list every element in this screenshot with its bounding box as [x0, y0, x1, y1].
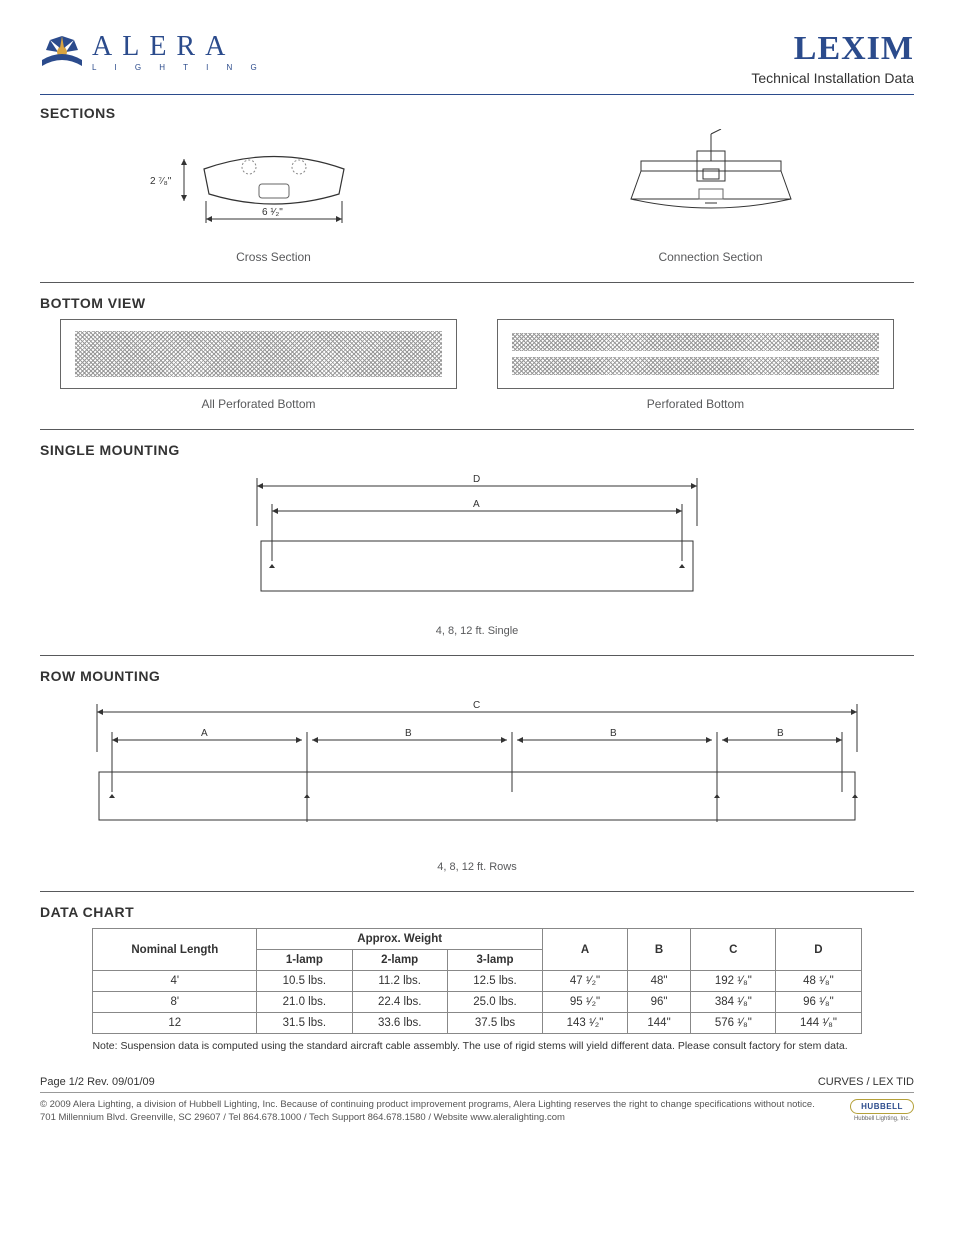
table-cell: 576 ¹⁄₈" [691, 1013, 776, 1034]
table-cell: 10.5 lbs. [257, 971, 352, 992]
row-mounting-heading: ROW MOUNTING [40, 668, 914, 684]
table-cell: 31.5 lbs. [257, 1013, 352, 1034]
divider [40, 1092, 914, 1093]
perforation-pattern [75, 331, 442, 377]
table-cell: 4' [93, 971, 257, 992]
doc-subtitle: Technical Installation Data [751, 70, 914, 86]
sunburst-icon [40, 30, 84, 74]
bottom-view-figures: All Perforated Bottom Perforated Bottom [60, 319, 894, 411]
doc-title-block: LEXIM Technical Installation Data [751, 30, 914, 86]
table-cell: 143 ¹⁄₂" [543, 1013, 628, 1034]
table-cell: 12.5 lbs. [447, 971, 542, 992]
table-cell: 384 ¹⁄₈" [691, 992, 776, 1013]
footer-bottom: © 2009 Alera Lighting, a division of Hub… [40, 1099, 914, 1125]
table-cell: 96" [627, 992, 690, 1013]
page-header: ALERA L I G H T I N G LEXIM Technical In… [40, 30, 914, 95]
table-cell: 21.0 lbs. [257, 992, 352, 1013]
perf-caption: Perforated Bottom [497, 397, 894, 411]
page-rev: Page 1/2 Rev. 09/01/09 [40, 1076, 155, 1088]
divider [40, 282, 914, 283]
cross-width-label: 6 ¹⁄₂" [262, 207, 283, 218]
table-cell: 48" [627, 971, 690, 992]
brand-logo: ALERA L I G H T I N G [40, 30, 265, 74]
table-cell: 96 ¹⁄₈" [776, 992, 861, 1013]
single-mounting-figure: D A 4, 8, 12 ft. Single [40, 466, 914, 637]
all-perforated-box [60, 319, 457, 389]
table-row: 8'21.0 lbs.22.4 lbs.25.0 lbs.95 ¹⁄₂"96"3… [93, 992, 861, 1013]
col-1lamp: 1-lamp [257, 950, 352, 971]
table-cell: 33.6 lbs. [352, 1013, 447, 1034]
perforation-pattern [512, 333, 879, 351]
data-chart-table: Nominal Length Approx. Weight A B C D 1-… [92, 928, 861, 1034]
table-cell: 95 ¹⁄₂" [543, 992, 628, 1013]
dim-c-label: C [473, 700, 480, 711]
sections-figures: 2 ⁷⁄₈" 6 ¹⁄₂" Cross Section Connection S… [40, 129, 914, 264]
single-mounting-heading: SINGLE MOUNTING [40, 442, 914, 458]
all-perf-caption: All Perforated Bottom [60, 397, 457, 411]
col-2lamp: 2-lamp [352, 950, 447, 971]
col-nominal: Nominal Length [93, 929, 257, 971]
dim-d-label: D [473, 474, 480, 485]
connection-section-figure: Connection Section [611, 129, 811, 264]
table-cell: 144" [627, 1013, 690, 1034]
bottom-view-heading: BOTTOM VIEW [40, 295, 914, 311]
hubbell-badge: HUBBELL [850, 1099, 914, 1114]
single-mounting-caption: 4, 8, 12 ft. Single [40, 625, 914, 637]
data-chart-heading: DATA CHART [40, 904, 914, 920]
col-weight: Approx. Weight [257, 929, 543, 950]
table-row: 1231.5 lbs.33.6 lbs.37.5 lbs143 ¹⁄₂"144"… [93, 1013, 861, 1034]
table-cell: 8' [93, 992, 257, 1013]
legal-text: © 2009 Alera Lighting, a division of Hub… [40, 1099, 830, 1125]
col-d: D [776, 929, 861, 971]
divider [40, 655, 914, 656]
table-cell: 192 ¹⁄₈" [691, 971, 776, 992]
row-mounting-figure: C A B B B 4, 8, 12 ft. Rows [40, 692, 914, 873]
cross-height-label: 2 ⁷⁄₈" [150, 176, 172, 187]
col-3lamp: 3-lamp [447, 950, 542, 971]
brand-tagline: L I G H T I N G [92, 63, 265, 72]
table-cell: 37.5 lbs [447, 1013, 542, 1034]
doc-title: LEXIM [751, 30, 914, 68]
table-row: 4'10.5 lbs.11.2 lbs.12.5 lbs.47 ¹⁄₂"48"1… [93, 971, 861, 992]
table-cell: 47 ¹⁄₂" [543, 971, 628, 992]
table-cell: 11.2 lbs. [352, 971, 447, 992]
col-a: A [543, 929, 628, 971]
hubbell-sub: Hubbell Lighting, Inc. [850, 1116, 914, 1122]
cross-section-figure: 2 ⁷⁄₈" 6 ¹⁄₂" Cross Section [144, 129, 404, 264]
dim-b-label: B [405, 728, 412, 739]
perforated-box [497, 319, 894, 389]
table-cell: 12 [93, 1013, 257, 1034]
perforation-pattern [512, 357, 879, 375]
dim-a-label: A [201, 728, 208, 739]
brand-name: ALERA [92, 33, 265, 61]
breadcrumb: CURVES / LEX TID [818, 1076, 914, 1088]
col-b: B [627, 929, 690, 971]
row-mounting-caption: 4, 8, 12 ft. Rows [40, 861, 914, 873]
sections-heading: SECTIONS [40, 105, 914, 121]
table-cell: 48 ¹⁄₈" [776, 971, 861, 992]
table-cell: 25.0 lbs. [447, 992, 542, 1013]
dim-a-label: A [473, 499, 480, 510]
cross-section-caption: Cross Section [144, 250, 404, 264]
dim-b-label: B [777, 728, 784, 739]
table-cell: 144 ¹⁄₈" [776, 1013, 861, 1034]
col-c: C [691, 929, 776, 971]
connection-section-caption: Connection Section [611, 250, 811, 264]
data-chart-note: Note: Suspension data is computed using … [92, 1040, 914, 1052]
footer-top: Page 1/2 Rev. 09/01/09 CURVES / LEX TID [40, 1076, 914, 1088]
table-cell: 22.4 lbs. [352, 992, 447, 1013]
divider [40, 429, 914, 430]
hubbell-logo: HUBBELL Hubbell Lighting, Inc. [850, 1099, 914, 1122]
dim-b-label: B [610, 728, 617, 739]
divider [40, 891, 914, 892]
